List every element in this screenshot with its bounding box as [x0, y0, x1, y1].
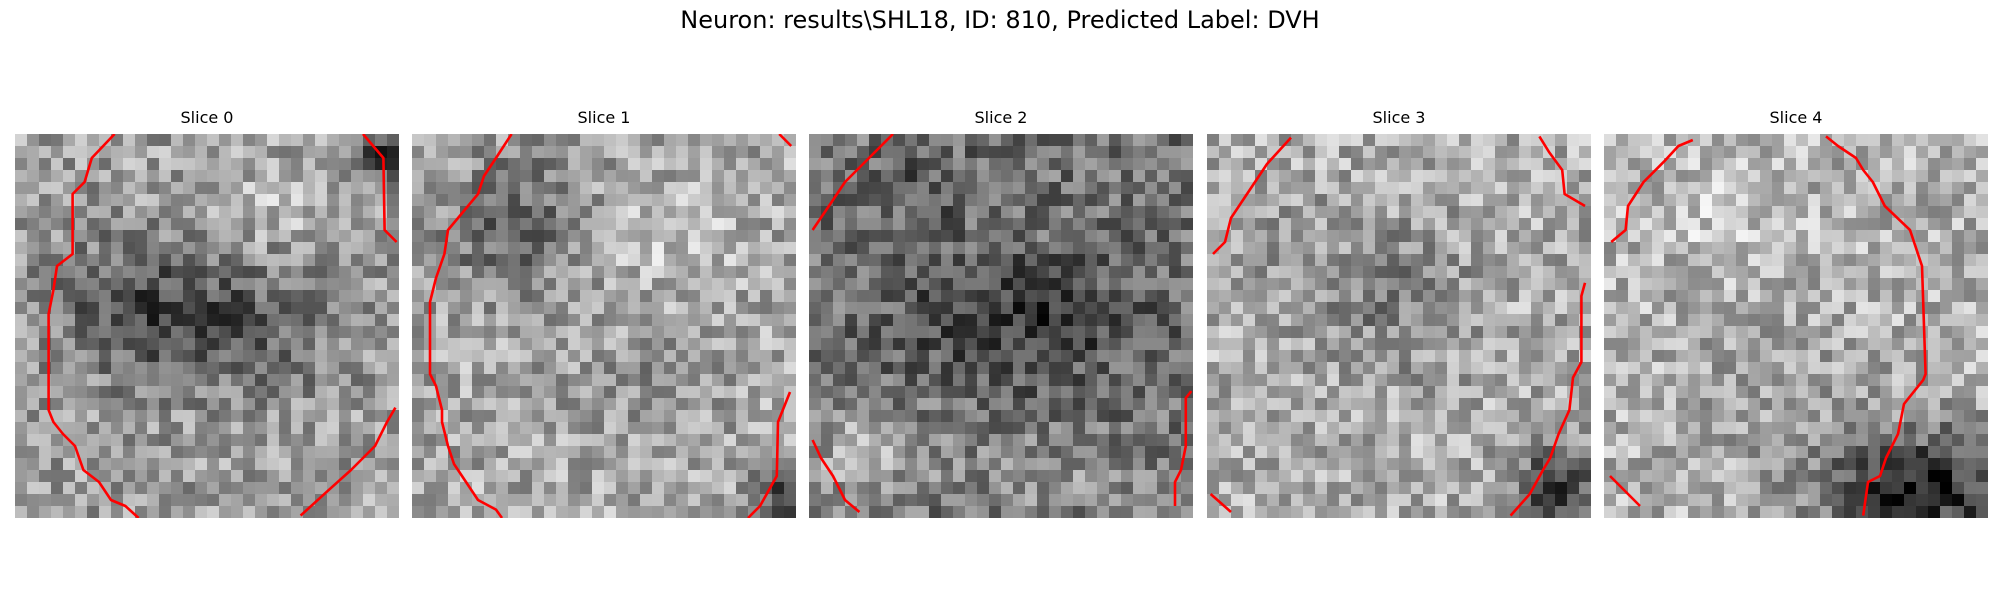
slice-image-2	[809, 134, 1193, 518]
slice-title-1: Slice 1	[577, 108, 631, 127]
pixel-texture	[412, 134, 796, 518]
contour-line	[747, 391, 792, 518]
figure-title: Neuron: results\SHL18, ID: 810, Predicte…	[680, 6, 1320, 34]
slice-image-3	[1207, 134, 1591, 518]
slice-title-4: Slice 4	[1769, 108, 1823, 127]
slice-image-1	[412, 134, 796, 518]
contour-line	[778, 134, 793, 147]
pixel-texture	[15, 134, 399, 518]
contour-line	[1209, 493, 1232, 513]
pixel-texture	[1207, 134, 1591, 518]
contour-line	[1825, 135, 1927, 516]
contour-line	[811, 439, 861, 513]
contour-line	[1509, 282, 1587, 517]
contour-line	[47, 134, 140, 518]
contour-line	[362, 134, 398, 243]
contour-line	[428, 134, 513, 518]
contour-line	[1212, 136, 1292, 255]
pixel-texture	[1604, 134, 1988, 518]
slice-image-0	[15, 134, 399, 518]
contour-line	[1610, 138, 1694, 243]
contour-line	[1538, 135, 1586, 208]
slice-title-0: Slice 0	[180, 108, 234, 127]
contour-line	[811, 134, 894, 231]
contour-line	[299, 406, 397, 517]
slice-title-2: Slice 2	[974, 108, 1028, 127]
pixel-texture	[809, 134, 1193, 518]
slice-title-3: Slice 3	[1372, 108, 1426, 127]
slice-image-4	[1604, 134, 1988, 518]
contour-line	[1173, 390, 1192, 506]
contour-line	[1609, 475, 1641, 507]
